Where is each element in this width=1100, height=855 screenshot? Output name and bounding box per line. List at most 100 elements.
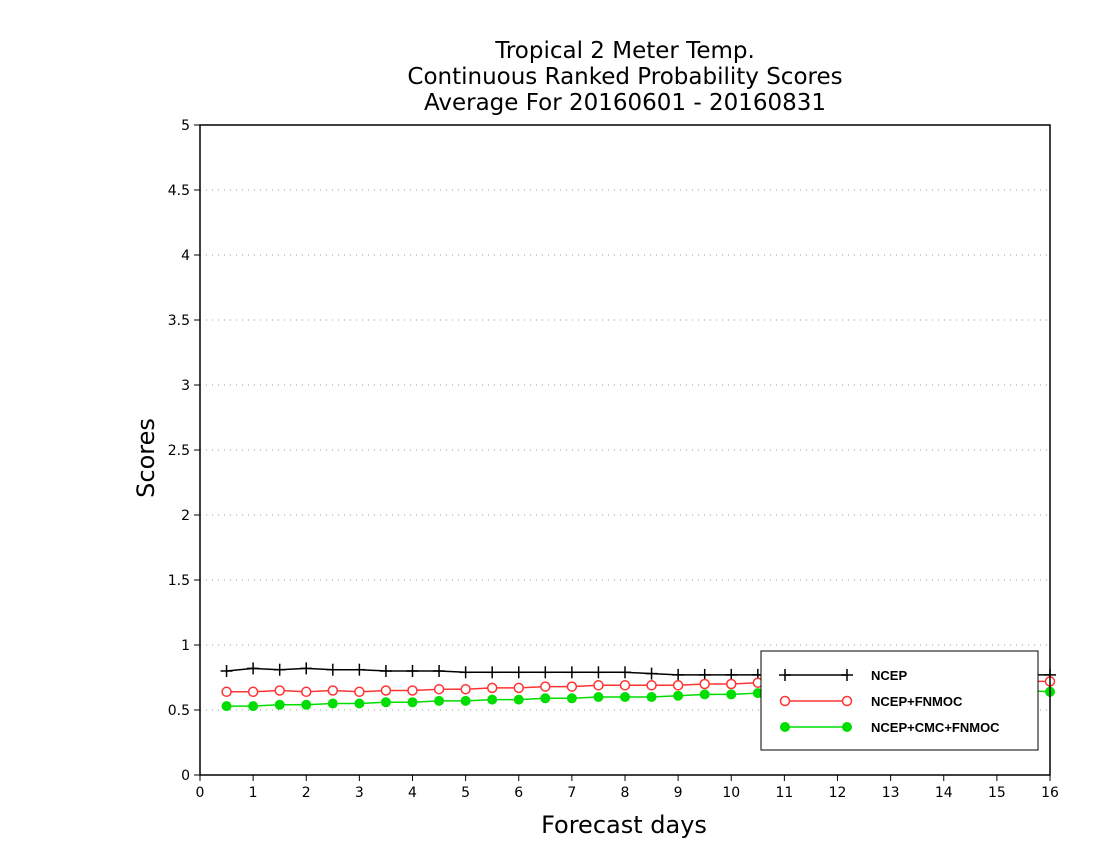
point-marker (779, 695, 791, 707)
legend-entry: NCEP+FNMOC (779, 694, 963, 709)
point-marker (459, 666, 472, 679)
x-tick-label: 7 (567, 785, 576, 801)
point-marker (274, 685, 285, 696)
y-tick-label: 3 (181, 378, 190, 394)
point-marker (841, 695, 853, 707)
point-marker (460, 695, 471, 706)
point-marker (620, 692, 630, 702)
point-marker (566, 681, 578, 692)
point-marker (221, 686, 232, 698)
x-tick-label: 5 (461, 785, 470, 801)
point-marker (379, 665, 392, 677)
y-tick-label: 2.5 (168, 443, 190, 459)
title-line-3: Average For 20160601 - 20160831 (424, 90, 826, 116)
point-marker (699, 678, 710, 690)
point-marker (300, 662, 313, 675)
x-tick-label: 3 (355, 785, 364, 801)
y-axis-label: Scores (132, 418, 160, 498)
x-tick-label: 0 (196, 785, 205, 801)
point-marker (460, 683, 471, 695)
x-tick-label: 15 (988, 785, 1006, 801)
x-tick-label: 8 (621, 785, 630, 801)
point-marker (327, 698, 338, 709)
y-tick-label: 4.5 (168, 183, 190, 199)
point-marker (619, 666, 631, 679)
point-marker (540, 693, 551, 704)
y-tick-label: 0 (181, 768, 190, 784)
point-marker (353, 663, 366, 676)
point-marker (699, 689, 710, 700)
point-marker (593, 692, 604, 702)
point-marker (301, 686, 312, 698)
point-marker (539, 666, 552, 679)
point-marker (841, 669, 853, 681)
legend-label: NCEP (871, 668, 907, 683)
point-marker (433, 665, 446, 677)
point-marker (248, 701, 259, 712)
point-marker (434, 695, 445, 706)
x-tick-label: 16 (1041, 785, 1059, 801)
y-tick-label: 1 (181, 638, 190, 654)
point-marker (247, 686, 259, 698)
point-marker (380, 685, 392, 696)
point-marker (673, 690, 684, 701)
point-marker (486, 682, 498, 694)
point-marker (380, 697, 391, 708)
point-marker (513, 694, 524, 705)
x-tick-label: 13 (882, 785, 900, 801)
y-tick-label: 0.5 (168, 703, 190, 719)
point-marker (672, 680, 684, 691)
x-tick-label: 2 (302, 785, 311, 801)
point-marker (566, 693, 577, 704)
point-marker (565, 666, 578, 679)
x-tick-label: 10 (722, 785, 740, 801)
x-tick-label: 11 (775, 785, 793, 801)
chart-title: Tropical 2 Meter Temp. Continuous Ranked… (407, 38, 842, 116)
x-tick-label: 1 (249, 785, 258, 801)
title-line-1: Tropical 2 Meter Temp. (494, 38, 755, 64)
point-marker (220, 665, 233, 677)
legend: NCEP NCEP+FNMOC NCEP+CMC+FNMOC (760, 650, 1039, 751)
point-marker (407, 685, 418, 696)
point-marker (842, 722, 852, 732)
point-marker (327, 685, 339, 696)
y-tick-label: 5 (181, 118, 190, 134)
point-marker (646, 692, 657, 702)
title-line-2: Continuous Ranked Probability Scores (407, 64, 842, 90)
point-marker (726, 678, 737, 690)
x-tick-label: 6 (514, 785, 523, 801)
point-marker (354, 686, 365, 698)
point-marker (274, 699, 285, 710)
point-marker (512, 666, 525, 679)
point-marker (619, 680, 631, 691)
point-marker (221, 701, 232, 712)
y-tick-label: 2 (181, 508, 190, 524)
point-marker (779, 669, 791, 681)
point-marker (726, 689, 737, 700)
y-tick-label: 1.5 (168, 573, 190, 589)
point-marker (540, 681, 551, 692)
point-marker (407, 697, 418, 708)
point-marker (646, 680, 657, 691)
y-tick-label: 3.5 (168, 313, 190, 329)
point-marker (433, 683, 445, 695)
point-marker (780, 722, 790, 732)
legend-entry: NCEP (779, 668, 907, 683)
gridlines (200, 124, 1050, 711)
y-axis-ticks: 0 0.5 1 1.5 2 2.5 3 3.5 4 4.5 5 (168, 118, 200, 784)
point-marker (645, 667, 658, 680)
point-marker (247, 662, 260, 675)
x-tick-label: 9 (674, 785, 683, 801)
legend-label: NCEP+CMC+FNMOC (871, 720, 1000, 735)
point-marker (406, 665, 419, 677)
x-axis-label: Forecast days (541, 811, 707, 839)
y-tick-label: 4 (181, 248, 190, 264)
legend-label: NCEP+FNMOC (871, 694, 963, 709)
point-marker (592, 666, 605, 679)
legend-entry: NCEP+CMC+FNMOC (780, 720, 1000, 735)
point-marker (513, 682, 524, 694)
point-marker (326, 663, 339, 676)
point-marker (593, 680, 604, 691)
point-marker (672, 668, 685, 681)
